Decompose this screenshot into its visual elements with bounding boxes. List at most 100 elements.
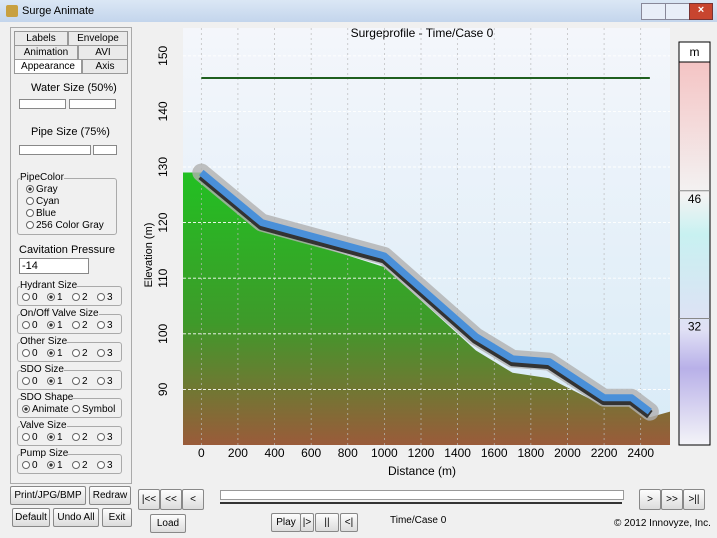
option-label: 3	[107, 376, 113, 387]
play-button[interactable]: |>	[300, 513, 314, 532]
colorbar	[678, 61, 711, 446]
radio-option[interactable]: 3	[97, 460, 113, 471]
slider[interactable]	[93, 145, 117, 155]
radio-option[interactable]: Blue	[26, 208, 56, 219]
radio-option[interactable]: Gray	[26, 184, 58, 195]
nav-button[interactable]: |<<	[138, 489, 160, 510]
nav-button[interactable]: <	[182, 489, 204, 510]
pipe-color-group: PipeColor Gray Cyan Blue 256 Color Gray	[17, 172, 117, 235]
option-label: 0	[32, 292, 38, 303]
nav-button[interactable]: <<	[160, 489, 182, 510]
option-label: 2	[82, 348, 88, 359]
group-label: SDO Shape	[20, 392, 74, 403]
tab[interactable]: Labels	[14, 31, 68, 46]
minimize[interactable]	[641, 3, 667, 20]
colorbar-unit: m	[690, 45, 700, 59]
radio-option[interactable]: 1	[47, 432, 63, 443]
option-label: 2	[82, 376, 88, 387]
option-label: 3	[107, 460, 113, 471]
colorbar-tick-label: 32	[688, 319, 702, 333]
button[interactable]: Redraw	[89, 486, 131, 505]
button[interactable]: Load	[150, 514, 186, 533]
radio-option[interactable]: 3	[97, 432, 113, 443]
x-tick-label: 400	[265, 446, 285, 460]
radio-option[interactable]: 0	[22, 376, 38, 387]
nav-button[interactable]: >>	[661, 489, 683, 510]
y-tick-label: 130	[156, 157, 170, 177]
option-label: 3	[107, 292, 113, 303]
play-button[interactable]: <|	[340, 513, 358, 532]
radio-option[interactable]: 2	[72, 292, 88, 303]
y-tick-label: 140	[156, 101, 170, 121]
x-tick-label: 1200	[408, 446, 435, 460]
group-label: SDO Size	[20, 364, 64, 375]
y-tick-label: 90	[156, 382, 170, 396]
x-tick-label: 1400	[444, 446, 471, 460]
status: Time/Case 0	[390, 515, 447, 526]
option-label: 0	[32, 348, 38, 359]
option-label: 2	[82, 320, 88, 331]
radio-option[interactable]: 2	[72, 460, 88, 471]
radio-option[interactable]: 0	[22, 460, 38, 471]
radio-option[interactable]: 3	[97, 376, 113, 387]
slider-track	[220, 502, 622, 504]
radio-option[interactable]: 1	[47, 376, 63, 387]
radio-option[interactable]: 256 Color Gray	[26, 220, 104, 231]
radio-option[interactable]: 1	[47, 460, 63, 471]
button[interactable]: Undo All	[53, 508, 99, 527]
option-label: 1	[57, 292, 63, 303]
group-label: Valve Size	[20, 420, 67, 431]
time-slider[interactable]	[220, 490, 624, 500]
radio-option[interactable]: 1	[47, 348, 63, 359]
radio-option[interactable]: Animate	[22, 404, 69, 415]
radio-option[interactable]: 2	[72, 320, 88, 331]
x-tick-label: 1800	[518, 446, 545, 460]
slider[interactable]	[19, 99, 66, 109]
nav-button[interactable]: >	[639, 489, 661, 510]
option-label: Gray	[36, 184, 58, 195]
tab[interactable]: Axis	[82, 59, 128, 74]
slider[interactable]	[19, 145, 91, 155]
text-input[interactable]: -14	[19, 258, 89, 274]
maximize[interactable]	[665, 3, 691, 20]
button[interactable]: Default	[12, 508, 50, 527]
radio-option[interactable]: 0	[22, 292, 38, 303]
size-group: SDO Size 0 1 2 3	[17, 364, 122, 390]
option-label: 1	[57, 460, 63, 471]
nav-button[interactable]: >||	[683, 489, 705, 510]
radio-option[interactable]: Symbol	[72, 404, 115, 415]
play-button[interactable]: Play	[271, 513, 301, 532]
tab[interactable]: Appearance	[14, 59, 82, 74]
option-label: 2	[82, 460, 88, 471]
radio-option[interactable]: 1	[47, 320, 63, 331]
size-group: Hydrant Size 0 1 2 3	[17, 280, 122, 306]
x-tick-label: 200	[228, 446, 248, 460]
radio-option[interactable]: 0	[22, 432, 38, 443]
button[interactable]: Print/JPG/BMP	[10, 486, 86, 505]
radio-option[interactable]: 3	[97, 292, 113, 303]
option-label: 2	[82, 292, 88, 303]
label: Cavitation Pressure	[19, 244, 115, 256]
tab[interactable]: AVI	[78, 45, 128, 60]
radio-option[interactable]: 2	[72, 348, 88, 359]
x-tick-label: 600	[301, 446, 321, 460]
title-bar: Surge Animate ×	[0, 0, 717, 22]
chart: Surgeprofile - Time/Case 0 Distance (m) El…	[140, 25, 712, 480]
slider[interactable]	[69, 99, 116, 109]
radio-option[interactable]: 3	[97, 348, 113, 359]
group-label: Other Size	[20, 336, 68, 347]
radio-option[interactable]: 2	[72, 376, 88, 387]
close[interactable]: ×	[689, 3, 713, 20]
play-button[interactable]: ||	[315, 513, 339, 532]
radio-option[interactable]: 0	[22, 320, 38, 331]
radio-option[interactable]: 1	[47, 292, 63, 303]
option-label: 256 Color Gray	[36, 220, 104, 231]
tab[interactable]: Animation	[14, 45, 78, 60]
radio-option[interactable]: 0	[22, 348, 38, 359]
radio-option[interactable]: Cyan	[26, 196, 59, 207]
radio-option[interactable]: 2	[72, 432, 88, 443]
radio-option[interactable]: 3	[97, 320, 113, 331]
button[interactable]: Exit	[102, 508, 132, 527]
tab[interactable]: Envelope	[68, 31, 128, 46]
size-group: On/Off Valve Size 0 1 2 3	[17, 308, 122, 334]
